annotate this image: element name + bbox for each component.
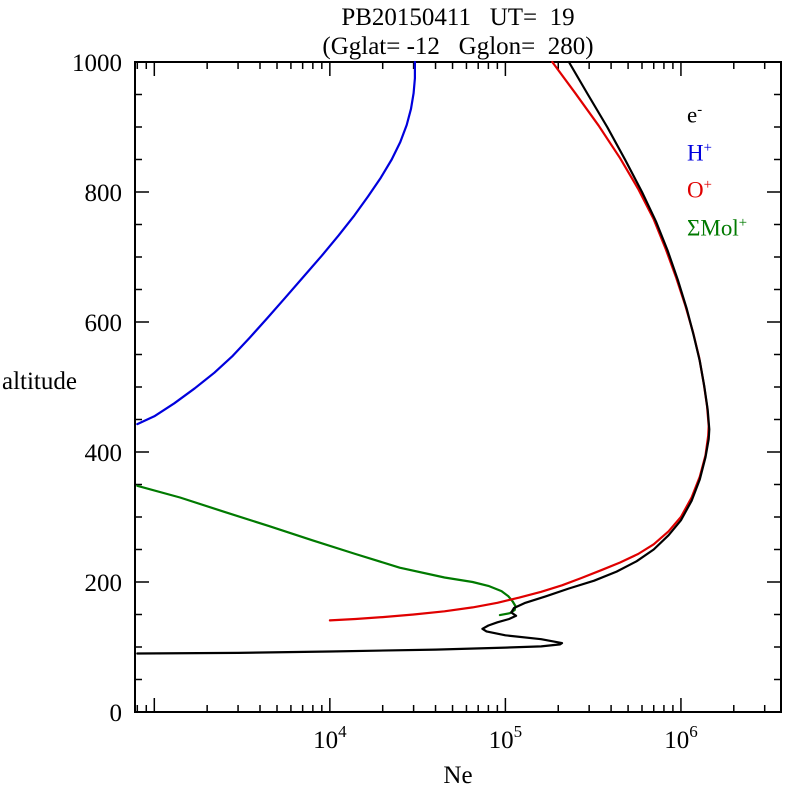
legend: e- H+ O+ ΣMol+ <box>687 94 747 245</box>
x-tick-label: 105 <box>489 722 523 754</box>
y-tick-label: 0 <box>110 700 123 727</box>
series-O+ <box>328 60 710 622</box>
legend-item-O+: O+ <box>687 177 712 203</box>
chart-subtitle: (Gglat= -12 Gglon= 280) <box>322 33 594 60</box>
legend-item-e-: e- <box>687 102 703 128</box>
legend-item-Mol+: ΣMol+ <box>687 214 748 241</box>
legend-item-H+: H+ <box>687 139 712 166</box>
x-axis-label: Ne <box>443 762 473 789</box>
x-tick-label: 106 <box>664 722 698 754</box>
plot-frame <box>134 61 782 713</box>
y-tick-label: 400 <box>85 440 123 467</box>
series-e- <box>136 60 711 655</box>
chart-title: PB20150411 UT= 19 <box>341 4 575 31</box>
y-tick-label: 800 <box>85 180 123 207</box>
series-Mol+ <box>136 484 517 617</box>
y-tick-label: 1000 <box>72 50 122 77</box>
y-tick-label: 600 <box>85 310 123 337</box>
y-tick-label: 200 <box>85 570 123 597</box>
y-axis-label: altitude <box>2 368 77 395</box>
series-H+ <box>136 60 416 426</box>
x-tick-label: 104 <box>313 722 347 754</box>
